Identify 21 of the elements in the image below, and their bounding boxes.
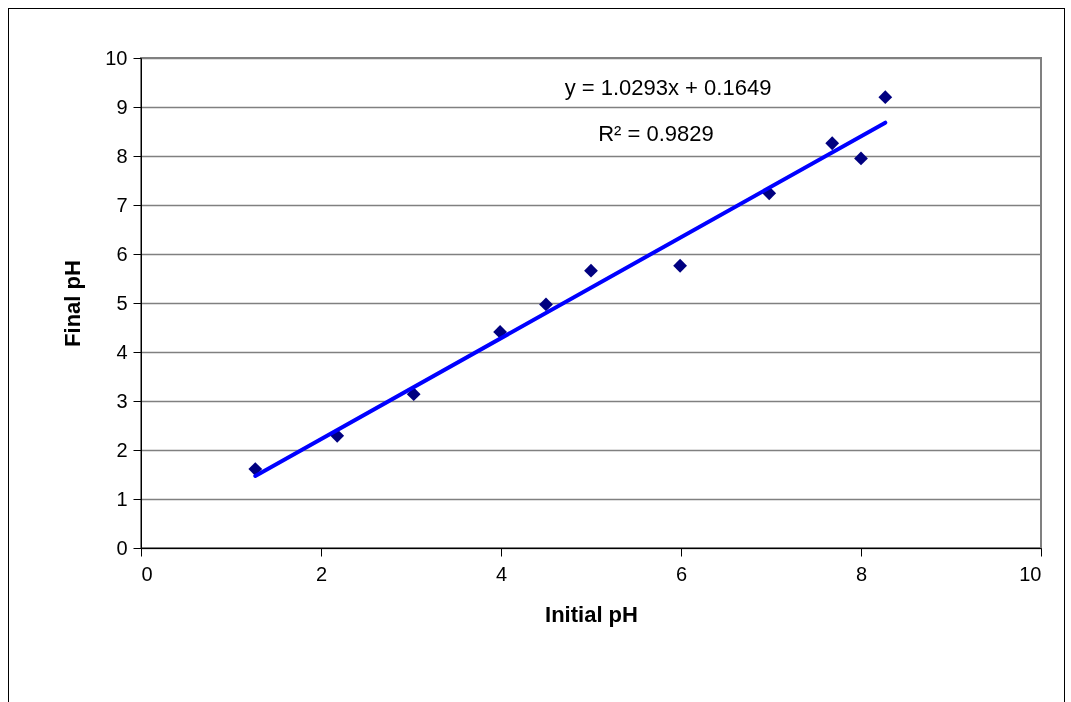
x-axis-title: Initial pH: [545, 601, 638, 627]
y-tick-label: 3: [116, 389, 128, 412]
y-tick-label: 2: [116, 438, 128, 461]
y-tick-label: 5: [116, 291, 128, 314]
x-tick-label: 4: [495, 562, 508, 585]
x-tick-label: 0: [141, 562, 153, 585]
y-tick-label: 9: [116, 95, 128, 118]
y-tick-label: 6: [116, 242, 128, 265]
x-tick-label: 6: [675, 562, 688, 585]
y-axis-title: Final pH: [60, 260, 86, 347]
x-tick-label: 10: [1019, 562, 1042, 585]
x-tick-label: 2: [315, 562, 328, 585]
y-tick-label: 7: [116, 193, 128, 216]
x-tick-label: 8: [855, 562, 868, 585]
y-tick-label: 10: [105, 46, 128, 69]
annotation: R² = 0.9829: [598, 121, 714, 146]
y-tick-label: 8: [116, 144, 128, 167]
y-tick-label: 4: [116, 340, 128, 363]
y-tick-label: 1: [116, 487, 128, 510]
annotation: y = 1.0293x + 0.1649: [564, 75, 772, 100]
y-tick-label: 0: [116, 536, 128, 559]
